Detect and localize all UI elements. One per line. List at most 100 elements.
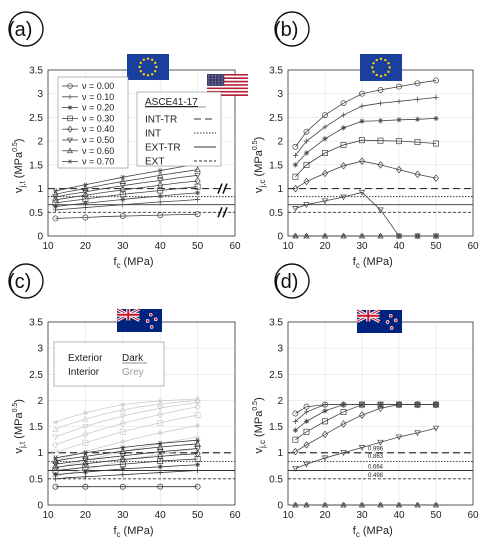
data-point-star — [292, 162, 298, 168]
data-point-asterisk — [303, 233, 310, 239]
data-point-triangle-down — [52, 461, 59, 468]
data-point-square — [194, 412, 201, 419]
y-tick-label: 0 — [277, 501, 283, 512]
series-line — [295, 97, 437, 156]
x-tick-label: 60 — [229, 241, 241, 252]
data-point-square — [82, 196, 89, 202]
data-point-square — [340, 408, 347, 415]
data-point-diamond — [67, 125, 73, 133]
x-axis-label: fc (MPa) — [353, 256, 393, 270]
series-star — [52, 422, 201, 464]
data-point-diamond — [358, 157, 366, 165]
data-point-asterisk — [433, 233, 439, 239]
data-point-circle — [67, 83, 73, 89]
data-point-triangle-up — [119, 406, 126, 413]
data-point-triangle-up — [157, 400, 164, 407]
x-tick-label: 10 — [42, 241, 54, 252]
series-triangle-down — [292, 425, 440, 472]
data-point-star — [82, 200, 88, 206]
x-axis-label: fc (MPa) — [353, 525, 393, 539]
series-line — [295, 404, 436, 453]
data-point-star — [157, 193, 163, 199]
data-point-asterisk — [340, 233, 347, 239]
series-square — [52, 412, 201, 456]
data-point-star — [340, 125, 347, 131]
y-tick-label: 2 — [37, 396, 43, 407]
data-point-square — [377, 137, 384, 144]
y-tick-label: 2 — [277, 396, 283, 407]
data-point-triangle-down — [358, 189, 366, 196]
series-diamond — [52, 177, 201, 204]
data-point-diamond — [340, 162, 347, 170]
data-point-triangle-down — [321, 455, 329, 462]
data-point-diamond — [292, 447, 299, 456]
axis-break-mark — [217, 207, 228, 218]
legend-entry-label: ν = 0.10 — [82, 92, 114, 102]
data-point-triangle-down — [119, 453, 126, 460]
data-point-circle — [322, 112, 328, 119]
legend: ν = 0.00ν = 0.10ν = 0.20ν = 0.30ν = 0.40… — [57, 76, 129, 169]
x-tick-label: 50 — [430, 510, 442, 521]
data-point-square — [52, 467, 59, 474]
data-point-asterisk — [52, 420, 59, 425]
data-point-square — [52, 449, 59, 456]
data-point-star — [52, 203, 59, 210]
panel-label-circle — [8, 11, 44, 47]
data-point-circle — [340, 100, 347, 107]
data-point-circle — [303, 403, 310, 410]
data-point-diamond — [432, 174, 440, 182]
data-point-triangle-down — [52, 194, 59, 201]
legend-entry-label: ν = 0.60 — [82, 146, 114, 156]
data-point-diamond — [82, 430, 89, 439]
series-line — [55, 453, 198, 468]
data-point-diamond — [395, 400, 403, 409]
data-point-plus — [292, 418, 298, 424]
data-point-asterisk — [195, 396, 201, 402]
y-tick-label: 0.5 — [29, 208, 43, 219]
data-point-circle — [194, 211, 201, 218]
data-point-square — [82, 439, 89, 446]
data-point-plus — [157, 469, 163, 476]
data-point-plus — [120, 472, 126, 478]
y-tick-label: 1 — [277, 184, 283, 195]
reference-legend-label: EXT — [145, 157, 164, 168]
data-point-star — [157, 430, 163, 436]
x-axis-label: fc (MPa) — [113, 525, 153, 539]
data-point-triangle-down — [358, 445, 366, 451]
x-tick-label: 20 — [80, 510, 92, 521]
data-point-square — [157, 458, 164, 465]
panel-label-circle — [8, 263, 44, 299]
series-square — [292, 401, 439, 443]
x-tick-label: 10 — [282, 510, 294, 521]
data-point-square — [292, 173, 299, 180]
y-tick-label: 0 — [277, 232, 283, 243]
data-point-triangle-down — [414, 430, 421, 437]
data-point-diamond — [52, 196, 59, 204]
series-line — [295, 427, 437, 469]
data-point-asterisk — [52, 188, 59, 194]
y-tick-label: 0 — [37, 501, 43, 512]
data-point-star — [82, 449, 88, 455]
data-point-star — [195, 422, 201, 429]
data-point-square — [396, 138, 402, 145]
data-point-plus — [396, 98, 402, 104]
data-point-triangle-up — [52, 190, 59, 197]
panel-label: (c) — [8, 271, 31, 293]
x-tick-label: 10 — [42, 510, 54, 521]
color-legend-value: Grey — [122, 367, 144, 378]
y-tick-label: 1 — [37, 448, 43, 459]
data-point-square — [119, 461, 126, 468]
data-point-circle — [194, 483, 201, 490]
data-point-square — [303, 161, 310, 168]
data-point-circle — [119, 483, 126, 490]
data-point-triangle-down — [395, 434, 403, 441]
data-point-triangle-down — [82, 424, 89, 430]
series-asterisk — [292, 502, 439, 508]
y-tick-label: 1.5 — [29, 160, 43, 171]
data-point-star — [195, 190, 201, 196]
x-tick-label: 20 — [319, 510, 331, 521]
legend-entry-label: ν = 0.30 — [82, 113, 114, 123]
data-point-star — [120, 466, 126, 472]
series-star — [292, 115, 439, 168]
x-tick-label: 50 — [192, 510, 204, 521]
